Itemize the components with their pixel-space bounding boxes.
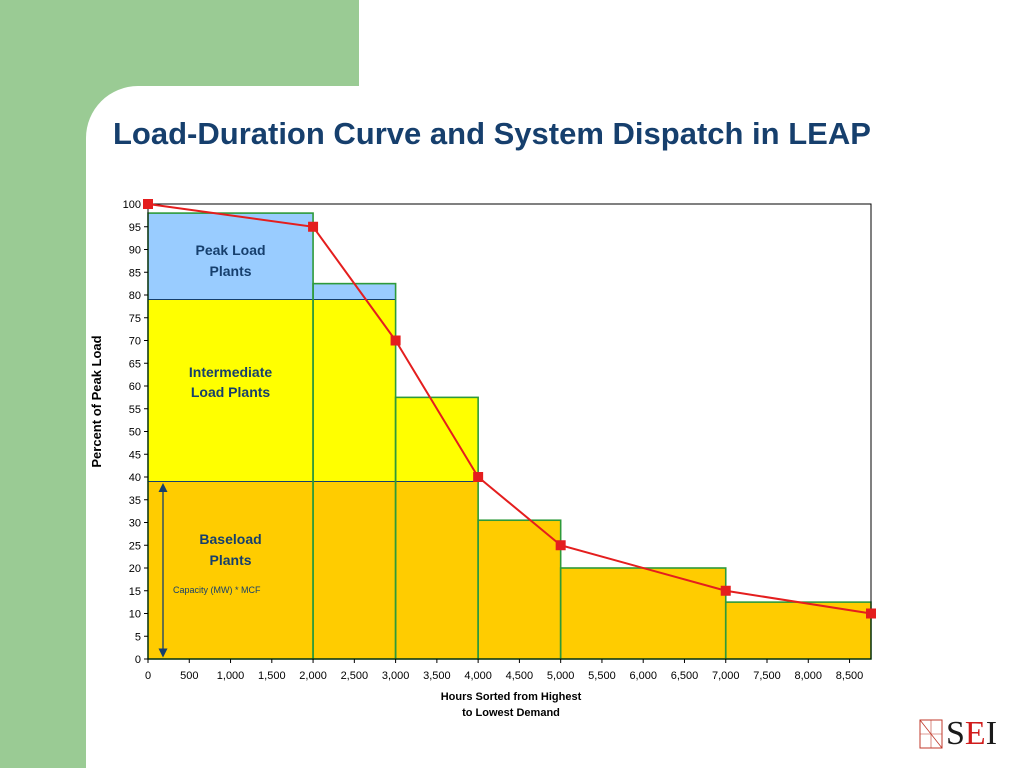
y-tick-label: 35 [129, 495, 141, 507]
x-tick-label: 6,500 [671, 670, 699, 682]
curve-point [866, 608, 876, 619]
region-labels: Peak Load Plants Intermediate Load Plants Ba… [173, 242, 272, 595]
x-tick-label: 8,000 [795, 670, 823, 682]
intermediate-label-line2: Load Plants [191, 384, 271, 400]
y-axis: 0 5 10 15 20 25 30 35 40 45 50 55 60 65 70 75 80 85 90 95 10… [123, 199, 148, 666]
y-tick-label: 55 [129, 404, 141, 416]
x-axis: 0 500 1,000 1,500 2,000 2,500 3,000 3,500 4,000 4… [145, 659, 863, 682]
baseload-label-line2: Plants [210, 552, 252, 568]
intermediate-band-1 [313, 299, 396, 482]
curve-point [555, 540, 566, 551]
logo-letter-s: S [946, 715, 965, 752]
y-tick-label: 15 [129, 586, 141, 598]
y-axis-title: Percent of Peak Load [89, 335, 104, 467]
x-tick-label: 0 [145, 670, 151, 682]
y-tick-label: 30 [129, 518, 141, 530]
x-tick-label: 3,500 [423, 670, 451, 682]
curve-point [143, 199, 153, 209]
y-tick-label: 60 [129, 381, 141, 393]
capacity-annotation: Capacity (MW) * MCF [173, 585, 261, 595]
sei-logo-mark-icon [919, 719, 943, 749]
y-tick-label: 100 [123, 199, 141, 211]
baseload-band-4 [560, 568, 726, 659]
baseload-label-line1: Baseload [199, 531, 261, 547]
baseload-band-5 [725, 602, 871, 659]
baseload-band-3 [478, 520, 561, 659]
x-tick-label: 7,500 [753, 670, 781, 682]
intermediate-band-2 [395, 397, 479, 482]
y-tick-label: 90 [129, 245, 141, 257]
x-tick-label: 2,000 [299, 670, 327, 682]
x-tick-label: 6,000 [629, 670, 657, 682]
curve-point [390, 335, 401, 346]
x-tick-label: 1,000 [217, 670, 245, 682]
x-tick-label: 4,000 [464, 670, 492, 682]
y-tick-label: 40 [129, 472, 141, 484]
intermediate-label-line1: Intermediate [189, 364, 272, 380]
y-tick-label: 95 [129, 222, 141, 234]
x-tick-label: 4,500 [506, 670, 534, 682]
y-tick-label: 20 [129, 563, 141, 575]
curve-point [308, 221, 319, 232]
y-tick-label: 85 [129, 267, 141, 279]
load-duration-curve [143, 199, 876, 619]
x-tick-label: 3,000 [382, 670, 410, 682]
x-tick-label: 5,500 [588, 670, 616, 682]
y-tick-label: 5 [135, 631, 141, 643]
curve-point [720, 585, 731, 596]
x-axis-title-line2: to Lowest Demand [462, 707, 560, 719]
y-tick-label: 70 [129, 336, 141, 348]
x-tick-label: 8,500 [836, 670, 864, 682]
peak-band-1 [313, 283, 396, 300]
sei-logo: S E I [919, 714, 997, 754]
baseload-band-1 [313, 481, 396, 659]
peak-label-line1: Peak Load [196, 242, 266, 258]
baseload-band-0 [148, 481, 314, 659]
y-tick-label: 80 [129, 290, 141, 302]
x-tick-label: 7,000 [712, 670, 740, 682]
y-tick-label: 25 [129, 540, 141, 552]
y-tick-label: 45 [129, 449, 141, 461]
intermediate-band-0 [148, 299, 314, 482]
y-tick-label: 75 [129, 313, 141, 325]
x-axis-title-line1: Hours Sorted from Highest [441, 691, 582, 703]
slide-title: Load-Duration Curve and System Dispatch … [113, 116, 871, 151]
curve-point [473, 472, 484, 482]
y-tick-label: 65 [129, 358, 141, 370]
x-tick-label: 5,000 [547, 670, 575, 682]
logo-letter-e: E [964, 715, 986, 752]
x-tick-label: 1,500 [258, 670, 286, 682]
y-tick-label: 10 [129, 609, 141, 621]
dispatch-bands [148, 213, 871, 659]
baseload-band-2 [395, 481, 479, 659]
x-tick-label: 500 [180, 670, 198, 682]
peak-band-0 [148, 213, 314, 300]
logo-letter-i: I [985, 715, 998, 752]
peak-label-line2: Plants [210, 263, 252, 279]
axis-titles: Percent of Peak Load Hours Sorted from Hi… [89, 335, 582, 719]
y-tick-label: 0 [135, 654, 141, 666]
x-tick-label: 2,500 [341, 670, 369, 682]
y-tick-label: 50 [129, 427, 141, 439]
